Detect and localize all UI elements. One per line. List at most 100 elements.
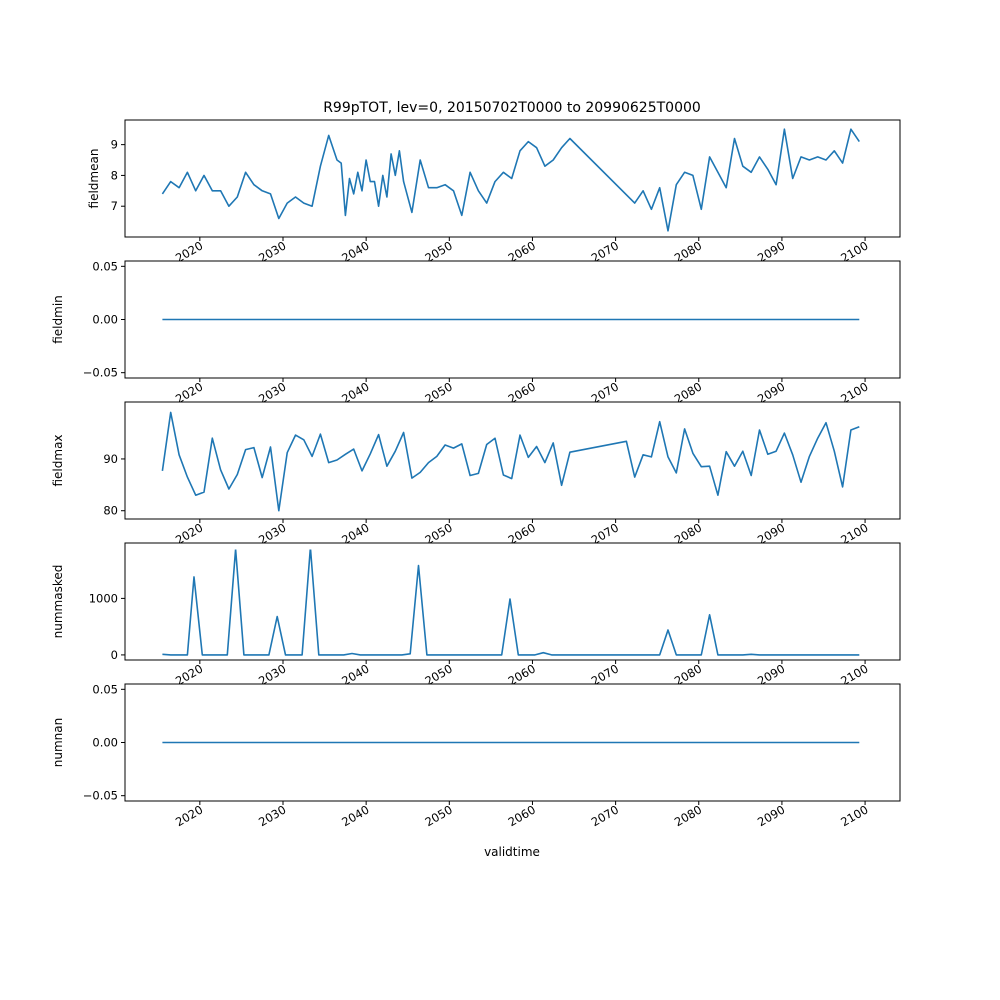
- fieldmean-data-point: [337, 160, 338, 161]
- nummasked-data-point: [162, 654, 163, 655]
- nummasked-data-point: [179, 654, 180, 655]
- fieldmean-y-tick-label: 8: [111, 168, 118, 182]
- chart-title: R99pTOT, lev=0, 20150702T0000 to 2099062…: [323, 100, 701, 116]
- fieldmin-y-axis-label: fieldmin: [51, 295, 65, 344]
- fieldmax-data-point: [220, 469, 221, 470]
- fieldmean-data-point: [503, 172, 504, 173]
- fieldmean-data-point: [734, 138, 735, 139]
- fieldmean-data-point: [366, 160, 367, 161]
- nummasked-data-point: [859, 654, 860, 655]
- fieldmax-data-point: [470, 475, 471, 476]
- nummasked-data-point: [535, 654, 536, 655]
- fieldmax-y-tick-label: 80: [103, 504, 118, 518]
- nummasked-y-axis-label: nummasked: [51, 565, 65, 639]
- nummasked-data-point: [792, 654, 793, 655]
- nummasked-data-point: [219, 654, 220, 655]
- nummasked-data-point: [751, 654, 752, 655]
- fieldmin-y-tick-label: 0.00: [92, 313, 118, 327]
- nummasked-data-point: [285, 654, 286, 655]
- fieldmean-data-point: [478, 190, 479, 191]
- nummasked-data-point: [468, 654, 469, 655]
- fieldmax-data-point: [345, 454, 346, 455]
- fieldmean-data-point: [170, 181, 171, 182]
- fieldmax-data-point: [676, 472, 677, 473]
- nummasked-data-point: [801, 654, 802, 655]
- nummasked-data-point: [327, 654, 328, 655]
- fieldmax-data-point: [237, 474, 238, 475]
- fieldmean-data-point: [386, 197, 387, 198]
- nummasked-data-point: [360, 654, 361, 655]
- fieldmean-data-point: [204, 175, 205, 176]
- fieldmean-data-point: [353, 193, 354, 194]
- fieldmax-data-point: [850, 430, 851, 431]
- nummasked-data-point: [618, 654, 619, 655]
- nummasked-data-point: [493, 654, 494, 655]
- fieldmean-data-point: [341, 163, 342, 164]
- fieldmax-data-point: [187, 477, 188, 478]
- fieldmean-data-point: [709, 156, 710, 157]
- fieldmin-y-tick-label: −0.05: [83, 366, 118, 380]
- fieldmax-y-tick-label: 90: [103, 452, 118, 466]
- fieldmean-data-point: [792, 178, 793, 179]
- fieldmax-data-point: [842, 486, 843, 487]
- nummasked-data-point: [243, 654, 244, 655]
- fieldmean-data-point: [453, 190, 454, 191]
- fieldmean-data-point: [461, 215, 462, 216]
- nummasked-data-point: [717, 654, 718, 655]
- nummasked-data-point: [202, 654, 203, 655]
- fieldmean-data-point: [362, 190, 363, 191]
- nummasked-data-point: [709, 614, 710, 615]
- fieldmax-data-point: [478, 473, 479, 474]
- fieldmax-data-point: [411, 478, 412, 479]
- nummasked-data-point: [842, 654, 843, 655]
- fieldmean-data-point: [684, 172, 685, 173]
- fieldmax-data-point: [767, 454, 768, 455]
- nummasked-data-point: [501, 654, 502, 655]
- fieldmean-data-point: [809, 160, 810, 161]
- fieldmean-data-point: [391, 153, 392, 154]
- fieldmax-data-point: [634, 477, 635, 478]
- fieldmean-data-point: [850, 129, 851, 130]
- fieldmean-data-point: [536, 147, 537, 148]
- nummasked-y-tick-label: 1000: [89, 591, 118, 605]
- fieldmax-y-axis-label: fieldmax: [51, 434, 65, 486]
- nummasked-data-point: [435, 654, 436, 655]
- fieldmean-data-point: [470, 172, 471, 173]
- fieldmean-data-point: [328, 135, 329, 136]
- fieldmax-data-point: [668, 456, 669, 457]
- fieldmax-data-point: [553, 442, 554, 443]
- fieldmax-series-line: [161, 411, 860, 512]
- nummasked-data-point: [210, 654, 211, 655]
- nummasked-data-point: [170, 654, 171, 655]
- numnan-y-tick-label: −0.05: [83, 789, 118, 803]
- fieldmean-data-point: [403, 181, 404, 182]
- fieldmax-data-point: [801, 482, 802, 483]
- fieldmax-data-point: [295, 435, 296, 436]
- fieldmax-data-point: [212, 438, 213, 439]
- fieldmax-data-point: [742, 451, 743, 452]
- fieldmax-data-point: [378, 434, 379, 435]
- nummasked-data-point: [634, 654, 635, 655]
- fieldmax-data-point: [643, 454, 644, 455]
- fieldmean-data-point: [228, 206, 229, 207]
- fieldmean-data-point: [528, 141, 529, 142]
- fieldmax-data-point: [445, 445, 446, 446]
- fieldmean-data-point: [195, 190, 196, 191]
- fieldmax-data-point: [659, 421, 660, 422]
- fieldmax-data-point: [312, 456, 313, 457]
- nummasked-data-point: [410, 653, 411, 654]
- nummasked-data-point: [268, 654, 269, 655]
- fieldmean-data-point: [399, 150, 400, 151]
- fieldmax-data-point: [651, 456, 652, 457]
- fieldmean-data-point: [776, 184, 777, 185]
- fieldmax-data-point: [511, 478, 512, 479]
- label-overlap-mask: [125, 684, 900, 691]
- fieldmax-data-point: [436, 456, 437, 457]
- fieldmean-data-point: [651, 209, 652, 210]
- nummasked-data-point: [443, 654, 444, 655]
- fieldmean-data-point: [486, 203, 487, 204]
- fieldmean-data-point: [668, 230, 669, 231]
- fieldmean-data-point: [349, 178, 350, 179]
